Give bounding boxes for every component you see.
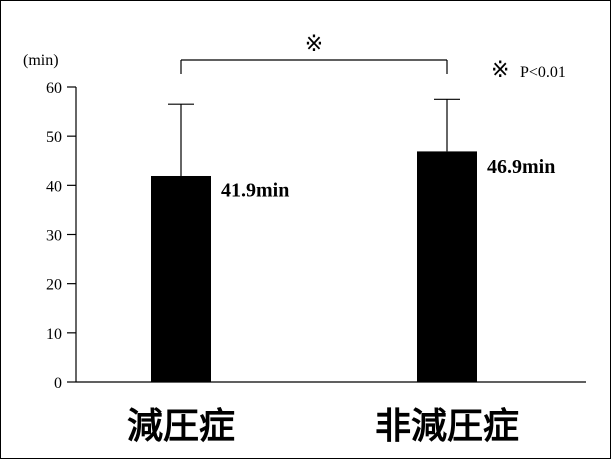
x-category-label: 非減圧症 bbox=[375, 406, 519, 447]
bar-value-label: 46.9min bbox=[487, 156, 555, 178]
y-tick-label: 0 bbox=[54, 375, 62, 392]
y-tick-label: 50 bbox=[46, 129, 62, 146]
y-tick-label: 40 bbox=[46, 178, 62, 195]
bar bbox=[417, 151, 477, 382]
x-category-label: 減圧症 bbox=[127, 406, 235, 447]
y-tick-label: 30 bbox=[46, 228, 62, 245]
bar-value-label: 41.9min bbox=[221, 179, 289, 201]
y-tick-label: 20 bbox=[46, 277, 62, 294]
y-axis-unit-label: (min) bbox=[23, 52, 59, 69]
significance-mark: ※ bbox=[305, 32, 323, 57]
y-tick-label: 10 bbox=[46, 326, 62, 343]
y-tick-label: 60 bbox=[46, 80, 62, 97]
significance-legend-text: P<0.01 bbox=[520, 64, 566, 81]
significance-legend-mark: ※ bbox=[491, 58, 509, 83]
bar bbox=[151, 175, 211, 382]
